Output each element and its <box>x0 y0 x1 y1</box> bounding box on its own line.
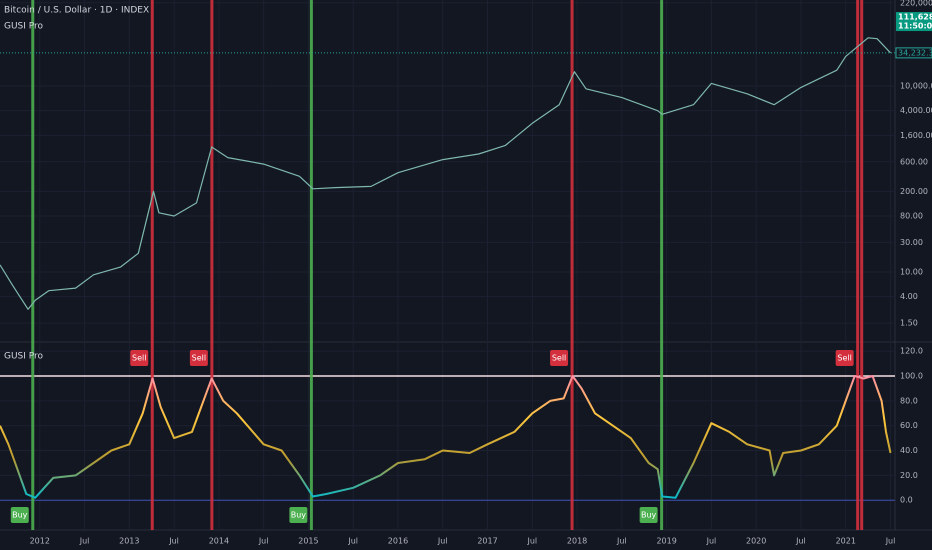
x-tick-label: Jul <box>347 537 358 546</box>
x-tick-label: Jul <box>79 537 90 546</box>
signal-label: Buy <box>12 511 28 520</box>
y-tick-label: 120.0 <box>900 347 923 356</box>
plot <box>0 0 895 530</box>
x-tick-label: 2015 <box>298 537 318 546</box>
x-tick-label: 2020 <box>746 537 766 546</box>
signal-label: Buy <box>641 511 657 520</box>
x-tick-label: 2018 <box>567 537 587 546</box>
signal-badge <box>639 507 658 523</box>
pane-title: GUSI Pro <box>4 352 44 362</box>
x-tick-label: 2017 <box>477 537 497 546</box>
x-tick-label: Jul <box>795 537 806 546</box>
chart-title: Bitcoin / U.S. Dollar · 1D · INDEX <box>4 6 149 16</box>
y-tick-label: 1,600.00 <box>900 131 932 140</box>
y-tick-label: 10,000.00 <box>900 82 932 91</box>
signal-badge <box>835 350 854 366</box>
oscillator-line <box>0 375 892 499</box>
y-tick-label: 4,000.00 <box>900 106 932 115</box>
last-price-label: 34,232.39 <box>898 48 932 57</box>
x-tick-label: Jul <box>258 537 269 546</box>
signal-badge <box>189 350 208 366</box>
price-line <box>0 37 891 310</box>
indicator-name: GUSI Pro <box>4 22 44 32</box>
price-marker <box>896 12 932 32</box>
y-tick-label: 30.00 <box>900 238 923 247</box>
signal-label: Sell <box>837 354 851 363</box>
signal-badge <box>550 350 569 366</box>
y-tick-label: 20.0 <box>900 471 918 480</box>
signal-badge <box>130 350 149 366</box>
last-price-box <box>895 47 932 59</box>
x-tick-label: 2016 <box>388 537 408 546</box>
y-tick-label: 60.0 <box>900 421 918 430</box>
y-tick-label: 0.0 <box>900 496 913 505</box>
price-marker-label: 111,628.66 <box>898 13 932 22</box>
signal-label: Sell <box>192 354 206 363</box>
y-tick-label: 40.0 <box>900 446 918 455</box>
y-tick-label: 600.00 <box>900 157 928 166</box>
y-tick-label: 80.00 <box>900 212 923 221</box>
x-tick-label: Jul <box>616 537 627 546</box>
signal-label: Sell <box>552 354 566 363</box>
y-tick-label: 200.00 <box>900 187 928 196</box>
y-tick-label: 220,000.00 <box>900 0 932 7</box>
y-tick-label: 100.0 <box>900 372 923 381</box>
y-tick-label: 1.50 <box>900 319 918 328</box>
price-marker-countdown: 11:50:07 <box>898 22 932 31</box>
x-tick-label: Jul <box>168 537 179 546</box>
y-tick-label: 4.00 <box>900 292 918 301</box>
y-tick-label: 10.00 <box>900 267 923 276</box>
grid <box>0 0 895 530</box>
x-tick-label: Jul <box>885 537 896 546</box>
signal-label: Buy <box>291 511 307 520</box>
x-tick-label: Jul <box>437 537 448 546</box>
x-tick-label: 2012 <box>30 537 50 546</box>
x-tick-label: 2013 <box>119 537 139 546</box>
x-tick-label: Jul <box>706 537 717 546</box>
x-tick-label: 2021 <box>836 537 856 546</box>
signal-badge <box>289 507 308 523</box>
y-tick-label: 80.0 <box>900 396 918 405</box>
x-tick-label: Jul <box>526 537 537 546</box>
x-tick-label: 2019 <box>656 537 676 546</box>
signal-badge <box>10 507 29 523</box>
signal-label: Sell <box>132 354 146 363</box>
x-tick-label: 2014 <box>209 537 229 546</box>
